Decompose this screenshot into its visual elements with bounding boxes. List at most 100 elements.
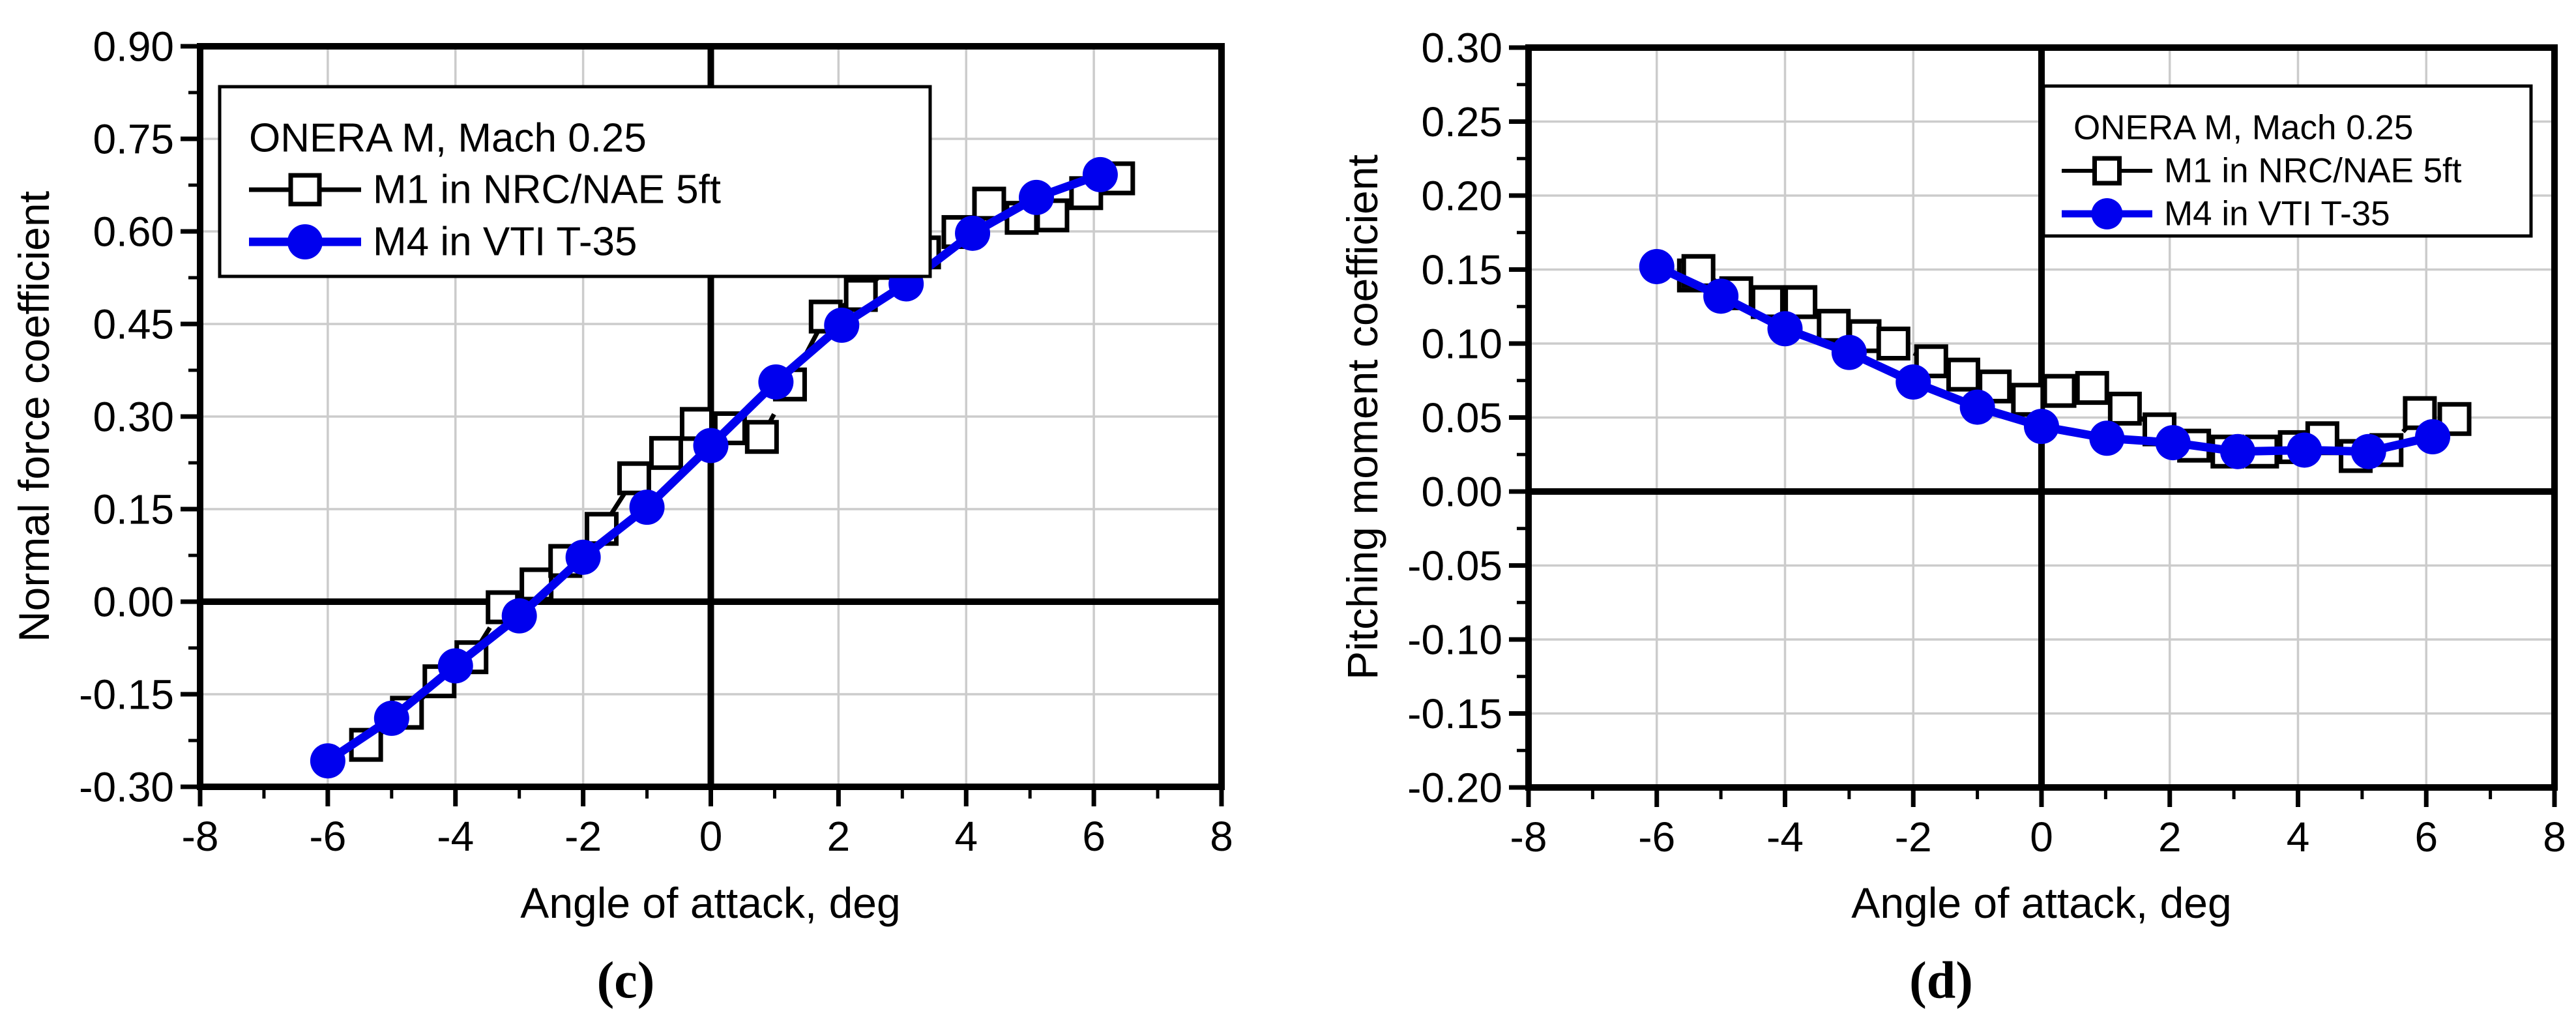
- y-tick-label: 0.75: [93, 115, 174, 162]
- y-tick-label: 0.20: [1421, 172, 1502, 219]
- y-tick-label: 0.00: [1421, 468, 1502, 515]
- series-m4-markers: [310, 156, 1118, 779]
- data-point-m4: [310, 743, 345, 779]
- x-tick-label: -4: [1766, 814, 1804, 860]
- x-tick-label: 2: [827, 813, 851, 860]
- y-tick-label: -0.20: [1407, 764, 1502, 811]
- data-point-m4: [2089, 420, 2125, 456]
- x-tick-label: -6: [309, 813, 346, 860]
- data-point-m1: [649, 435, 683, 470]
- x-tick-label: 8: [2543, 814, 2566, 860]
- y-tick-label: 0.00: [93, 578, 174, 625]
- y-tick-label: 0.10: [1421, 320, 1502, 367]
- x-axis-title-left: Angle of attack, deg: [520, 879, 901, 927]
- y-tick-label: 0.30: [93, 393, 174, 440]
- data-point-m4: [758, 364, 794, 400]
- data-point-m1: [2042, 374, 2077, 408]
- y-tick-label: 0.60: [93, 208, 174, 255]
- data-point-m1: [1946, 357, 1980, 392]
- x-axis-title-right: Angle of attack, deg: [1851, 879, 2232, 927]
- data-point-m4: [2287, 432, 2322, 468]
- x-tick-label: -8: [1510, 814, 1547, 860]
- data-point-m4: [2155, 425, 2191, 461]
- x-tick-label: 0: [699, 813, 723, 860]
- y-axis-title-pitching-moment: Pitching moment coefficient: [1338, 154, 1386, 680]
- chart-panel-c: -8 -6 -4 -2 0 2 4 6 8 -0.30 -0.15 0.00 0.15 0.30 0.45 0…: [79, 23, 1233, 860]
- data-point-m4: [2415, 419, 2451, 455]
- legend-m4-circle-sample: [287, 224, 323, 259]
- data-point-m1: [1914, 344, 1948, 379]
- data-point-m4: [1895, 364, 1931, 400]
- x-tick-label: 6: [2414, 814, 2438, 860]
- legend-box: [2042, 84, 2533, 238]
- data-point-m4: [1018, 179, 1054, 215]
- data-point-m1: [2107, 391, 2142, 426]
- data-point-m4: [2220, 433, 2256, 469]
- data-point-m1: [744, 420, 779, 454]
- data-point-m1: [1876, 327, 1910, 360]
- panel-caption-d: (d): [1909, 952, 1973, 1010]
- data-point-m4: [373, 700, 409, 736]
- legend-entry-m1-left: M1 in NRC/NAE 5ft: [373, 167, 722, 213]
- data-point-m1: [1783, 285, 1818, 319]
- y-tick-label: -0.05: [1407, 542, 1502, 589]
- x-tick-label: 8: [1210, 813, 1233, 860]
- data-point-m4: [501, 598, 537, 634]
- y-tick-label: -0.30: [79, 763, 174, 810]
- series-m4-markers: [1639, 248, 2451, 469]
- x-tick-label: 4: [954, 813, 978, 860]
- x-tick-label: 2: [2158, 814, 2182, 860]
- legend-entry-m1-right: M1 in NRC/NAE 5ft: [2164, 151, 2462, 190]
- y-tick-label: -0.15: [1407, 690, 1502, 737]
- data-point-m4: [824, 307, 860, 343]
- data-point-m4: [693, 428, 729, 463]
- legend-title-left: ONERA M, Mach 0.25: [249, 115, 647, 161]
- legend-m1-square-sample: [288, 173, 322, 207]
- data-point-m1: [617, 461, 651, 495]
- data-point-m4: [1703, 278, 1739, 314]
- series-m1-markers: [1676, 254, 2472, 473]
- y-tick-label: 0.05: [1421, 394, 1502, 441]
- data-point-m1: [1035, 198, 1070, 233]
- y-tick-label: 0.90: [93, 23, 174, 70]
- data-point-m4: [1767, 311, 1803, 347]
- x-tick-label: -8: [182, 813, 219, 860]
- data-point-m4: [437, 648, 473, 684]
- data-point-m4: [2350, 433, 2386, 469]
- panel-caption-c: (c): [596, 952, 655, 1010]
- axis-ticks: -8 -6 -4 -2 0 2 4 6 8 -0.20 -0.15 -0.10 -0.05 0.00 0.0…: [1407, 24, 2566, 860]
- x-tick-label: -4: [437, 813, 474, 860]
- y-tick-label: 0.15: [1421, 246, 1502, 293]
- y-tick-label: -0.10: [1407, 616, 1502, 663]
- x-tick-label: -6: [1638, 814, 1675, 860]
- legend-box: [218, 85, 932, 278]
- data-point-m4: [955, 215, 991, 251]
- data-point-m4: [1082, 156, 1118, 192]
- legend-entry-m4-right: M4 in VTI T-35: [2164, 194, 2390, 233]
- axis-ticks: -8 -6 -4 -2 0 2 4 6 8 -0.30 -0.15 0.00 0.15 0.30 0.45 0…: [79, 23, 1233, 860]
- y-tick-label: 0.30: [1421, 24, 1502, 71]
- legend-title-right: ONERA M, Mach 0.25: [2073, 108, 2414, 147]
- data-point-m4: [1831, 334, 1867, 370]
- x-tick-label: 6: [1082, 813, 1105, 860]
- data-point-m4: [1959, 389, 1995, 425]
- y-tick-label: -0.15: [79, 671, 174, 718]
- x-tick-label: -2: [564, 813, 602, 860]
- data-point-m1: [2075, 371, 2109, 405]
- y-tick-label: 0.45: [93, 301, 174, 347]
- data-point-m4: [629, 490, 665, 525]
- legend-entry-m4-left: M4 in VTI T-35: [373, 219, 637, 265]
- chart-panel-d: -8 -6 -4 -2 0 2 4 6 8 -0.20 -0.15 -0.10 -0.05 0.00 0.0…: [1407, 24, 2566, 860]
- data-point-m4: [1639, 248, 1675, 284]
- y-axis-title-normal-force: Normal force coefficient: [10, 190, 58, 643]
- data-point-m1: [2403, 396, 2437, 430]
- data-point-m1: [972, 186, 1006, 221]
- legend-m1-square-sample: [2092, 156, 2122, 186]
- x-tick-label: 0: [2030, 814, 2053, 860]
- y-tick-label: 0.15: [93, 486, 174, 533]
- x-tick-label: 4: [2287, 814, 2310, 860]
- x-tick-label: -2: [1895, 814, 1932, 860]
- y-tick-label: 0.25: [1421, 98, 1502, 145]
